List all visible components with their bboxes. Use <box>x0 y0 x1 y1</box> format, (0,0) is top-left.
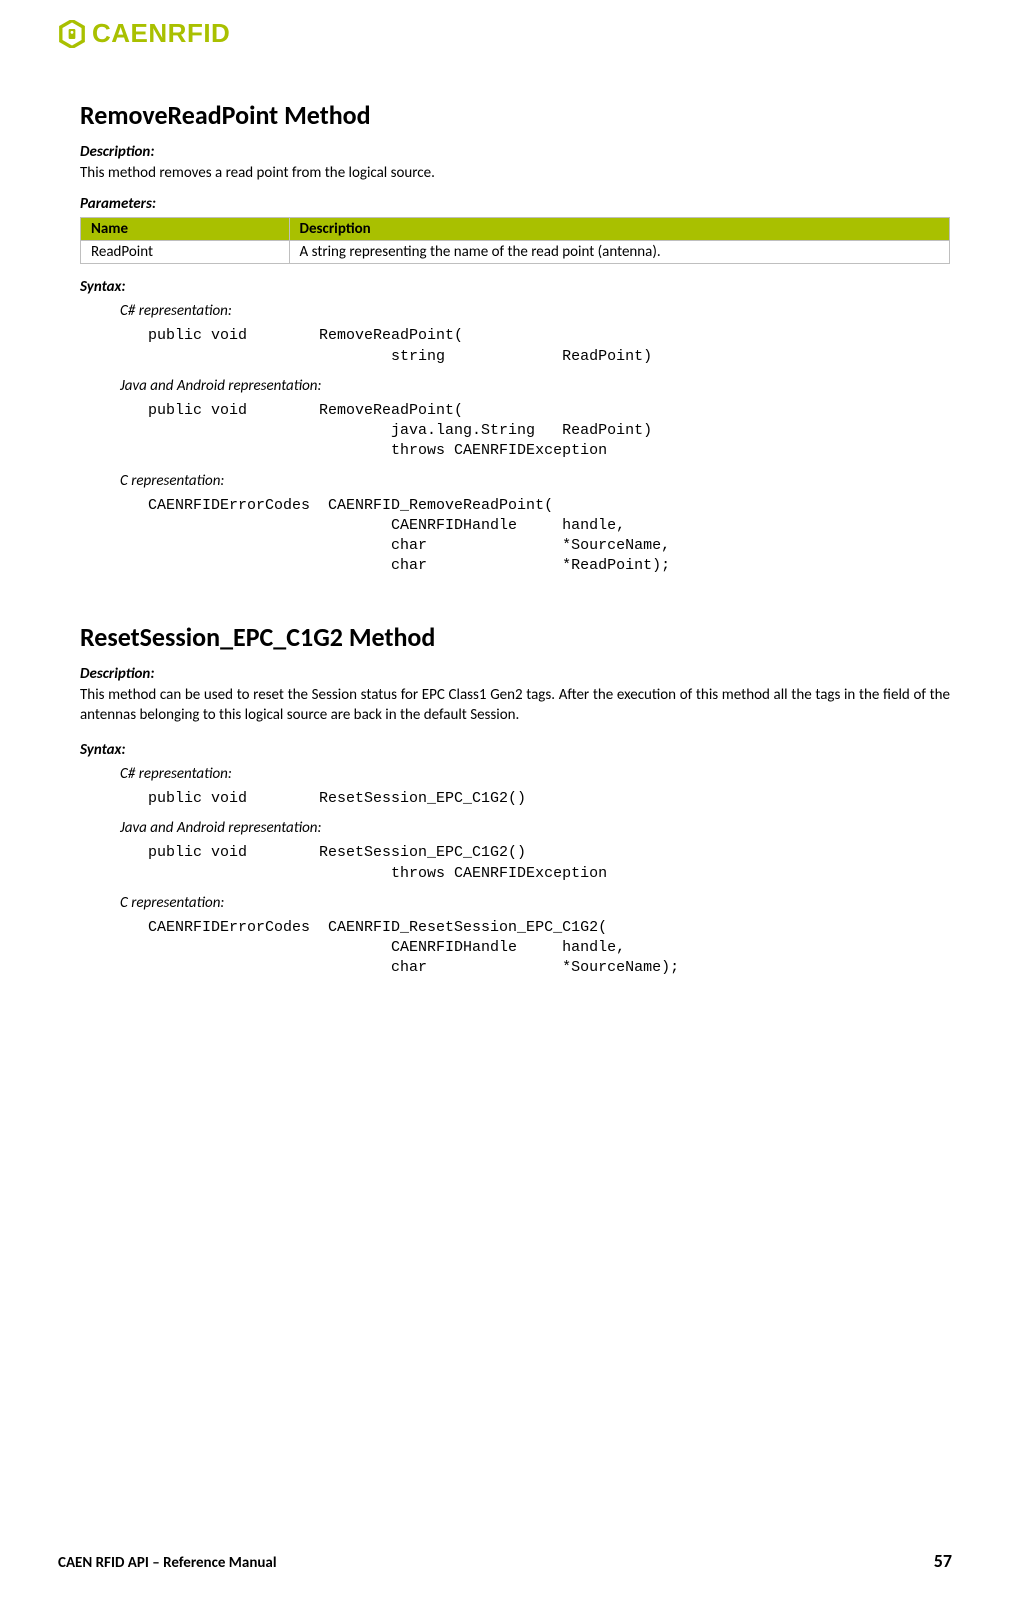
java-code: public void RemoveReadPoint( java.lang.S… <box>148 401 950 462</box>
page-footer: CAEN RFID API – Reference Manual 57 <box>58 1550 952 1572</box>
method1-desc-label: Description: <box>80 143 950 161</box>
java-label-2: Java and Android representation: <box>120 819 950 837</box>
csharp-code: public void RemoveReadPoint( string Read… <box>148 326 950 367</box>
method2-desc-label: Description: <box>80 665 950 683</box>
c-code: CAENRFIDErrorCodes CAENRFID_RemoveReadPo… <box>148 496 950 577</box>
footer-title: CAEN RFID API – Reference Manual <box>58 1554 277 1572</box>
csharp-label: C# representation: <box>120 302 950 320</box>
brand-logo-text: CAENRFID <box>92 18 230 49</box>
method1-desc-text: This method removes a read point from th… <box>80 163 950 183</box>
c-label: C representation: <box>120 472 950 490</box>
col-header-description: Description <box>289 218 949 241</box>
content: RemoveReadPoint Method Description: This… <box>58 99 952 979</box>
method2-syntax-label: Syntax: <box>80 741 950 759</box>
footer-page-number: 57 <box>934 1550 952 1572</box>
brand-logo: CAENRFID <box>58 18 952 49</box>
cell-param-name: ReadPoint <box>81 241 290 264</box>
brand-mark-icon <box>58 20 86 48</box>
method1-title: RemoveReadPoint Method <box>80 99 950 131</box>
java-code-2: public void ResetSession_EPC_C1G2() thro… <box>148 843 950 884</box>
table-header-row: Name Description <box>81 218 950 241</box>
page: CAENRFID RemoveReadPoint Method Descript… <box>0 0 1010 1602</box>
c-label-2: C representation: <box>120 894 950 912</box>
table-row: ReadPoint A string representing the name… <box>81 241 950 264</box>
method2-desc-text: This method can be used to reset the Ses… <box>80 685 950 726</box>
col-header-name: Name <box>81 218 290 241</box>
cell-param-desc: A string representing the name of the re… <box>289 241 949 264</box>
java-label: Java and Android representation: <box>120 377 950 395</box>
method1-params-label: Parameters: <box>80 195 950 213</box>
csharp-code-2: public void ResetSession_EPC_C1G2() <box>148 789 950 809</box>
method2-title: ResetSession_EPC_C1G2 Method <box>80 621 950 653</box>
csharp-label-2: C# representation: <box>120 765 950 783</box>
c-code-2: CAENRFIDErrorCodes CAENRFID_ResetSession… <box>148 918 950 979</box>
method1-syntax-block: C# representation: public void RemoveRea… <box>80 302 950 576</box>
method1-params-table: Name Description ReadPoint A string repr… <box>80 217 950 264</box>
method2-syntax-block: C# representation: public void ResetSess… <box>80 765 950 979</box>
method1-syntax-label: Syntax: <box>80 278 950 296</box>
